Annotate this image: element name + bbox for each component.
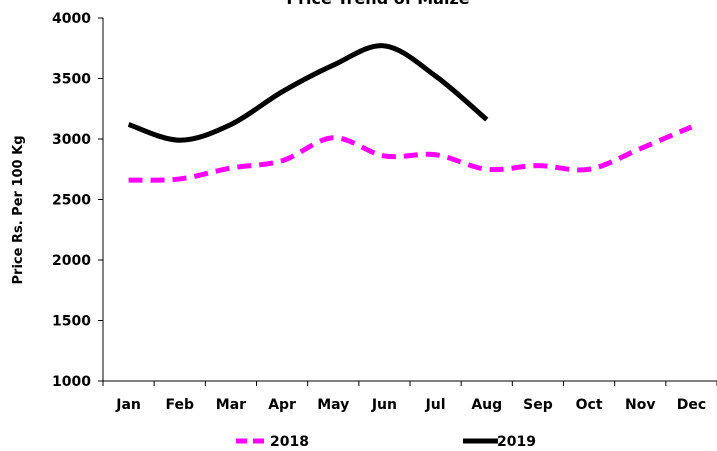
x-tick-label: Aug [471,397,502,413]
y-tick-label: 1500 [52,314,91,330]
x-tick-label: Mar [216,397,246,413]
y-tick-label: 2000 [52,253,91,269]
y-tick-label: 2500 [52,193,91,209]
x-tick-label: Apr [268,397,296,413]
y-axis-label: Price Rs. Per 100 Kg [11,136,26,285]
series-line-2019 [127,43,489,143]
x-tick-label: Jan [115,397,141,413]
series-line-2018 [128,124,693,183]
legend-label-2018: 2018 [270,434,309,450]
x-tick-label: Jun [371,397,397,413]
legend-item-2019: 2019 [463,434,536,450]
legend-label-2019: 2019 [497,434,536,450]
y-tick-label: 1000 [52,374,91,390]
y-tick-label: 4000 [52,11,91,27]
x-tick-label: Dec [677,397,706,413]
legend-item-2018: 2018 [236,434,309,450]
x-tick-label: Sep [523,397,553,413]
x-tick-label: May [317,397,349,413]
x-tick-label: Feb [165,397,194,413]
series-layer [127,43,693,183]
x-tick-label: Nov [625,397,655,413]
axes: 1000 1500 2000 2500 3000 3500 4000 Jan Feb Mar Apr… [52,11,717,413]
legend: 2018 2019 [236,434,536,450]
chart-title: Price Trend of Maize [286,0,469,8]
x-tick-label: Jul [425,397,446,413]
y-tick-label: 3500 [52,72,91,88]
x-tick-label: Oct [576,397,603,413]
y-tick-label: 3000 [52,132,91,148]
